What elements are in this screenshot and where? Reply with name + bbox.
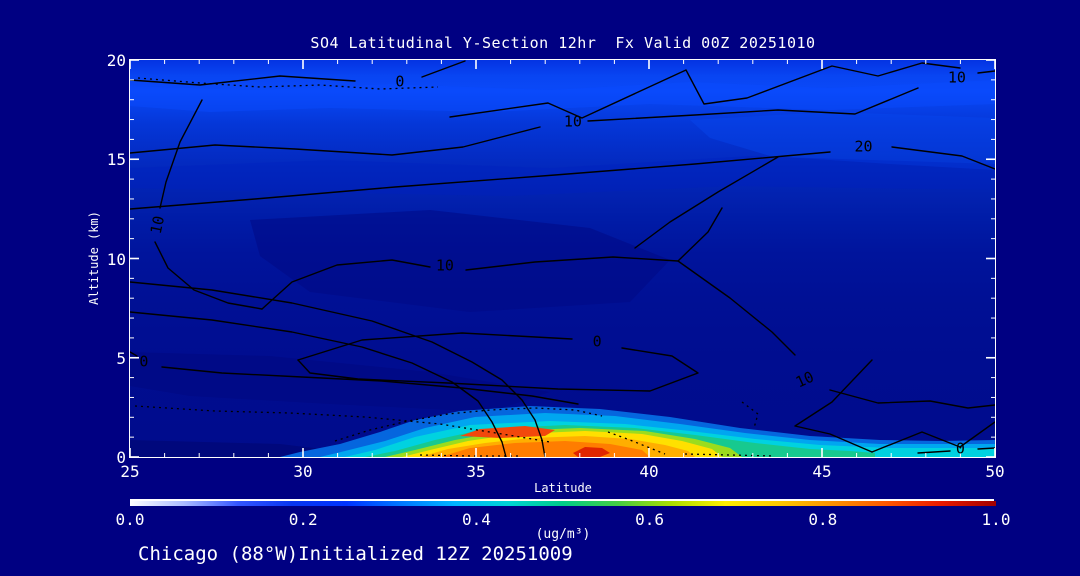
x-axis-title: Latitude bbox=[534, 481, 592, 495]
colorbar-tick-label: 0.6 bbox=[635, 510, 665, 529]
colorbar-tick-label: 0.8 bbox=[808, 510, 838, 529]
y-tick-label: 20 bbox=[106, 51, 126, 70]
contour-label: 10 bbox=[146, 213, 168, 236]
colorbar-tick-label: 0.4 bbox=[461, 510, 491, 529]
contour-label: 0 bbox=[592, 332, 602, 351]
contour-label: 0 bbox=[395, 72, 405, 91]
y-tick-label: 10 bbox=[106, 250, 126, 269]
contour-field-svg bbox=[130, 60, 995, 457]
contour-label: 10 bbox=[435, 256, 454, 275]
footer-station-init-label: Chicago (88°W)Initialized 12Z 20251009 bbox=[138, 543, 573, 565]
colorbar-gradient bbox=[130, 501, 996, 506]
x-tick-label: 40 bbox=[639, 462, 659, 481]
surface-plume bbox=[280, 406, 995, 457]
x-tick-label: 50 bbox=[985, 462, 1005, 481]
x-tick-label: 25 bbox=[120, 462, 140, 481]
contour-label: 20 bbox=[854, 137, 873, 156]
y-tick-label: 0 bbox=[116, 448, 126, 467]
y-tick-label: 15 bbox=[106, 150, 126, 169]
x-tick-label: 45 bbox=[812, 462, 832, 481]
contour-label: 10 bbox=[947, 68, 966, 87]
x-tick-label: 30 bbox=[293, 462, 313, 481]
y-tick-label: 5 bbox=[116, 349, 126, 368]
colorbar-tick-label: 1.0 bbox=[981, 510, 1011, 529]
filled-contour-field bbox=[130, 60, 995, 457]
colorbar-units-label: (ug/m³) bbox=[535, 527, 591, 542]
colorbar-tick-label: 0.2 bbox=[288, 510, 318, 529]
plot-area: 0 10 10 20 10 10 0 0 10 0 bbox=[129, 59, 996, 458]
x-tick-label: 35 bbox=[466, 462, 486, 481]
axis-tick-marks bbox=[130, 60, 995, 457]
colorbar-top-line bbox=[130, 499, 994, 501]
colorbar-tick-label: 0.0 bbox=[115, 510, 145, 529]
contour-label: 10 bbox=[563, 112, 582, 131]
overlay-contour-lines bbox=[130, 60, 995, 457]
overlay-contour-lines-dotted bbox=[134, 77, 776, 457]
chart-title: SO4 Latitudinal Y-Section 12hr Fx Valid … bbox=[310, 34, 816, 52]
contour-label: 0 bbox=[955, 439, 965, 458]
contour-label: 0 bbox=[139, 352, 149, 371]
colorbar: 0.0 0.2 0.4 0.6 0.8 1.0 bbox=[116, 499, 1010, 533]
